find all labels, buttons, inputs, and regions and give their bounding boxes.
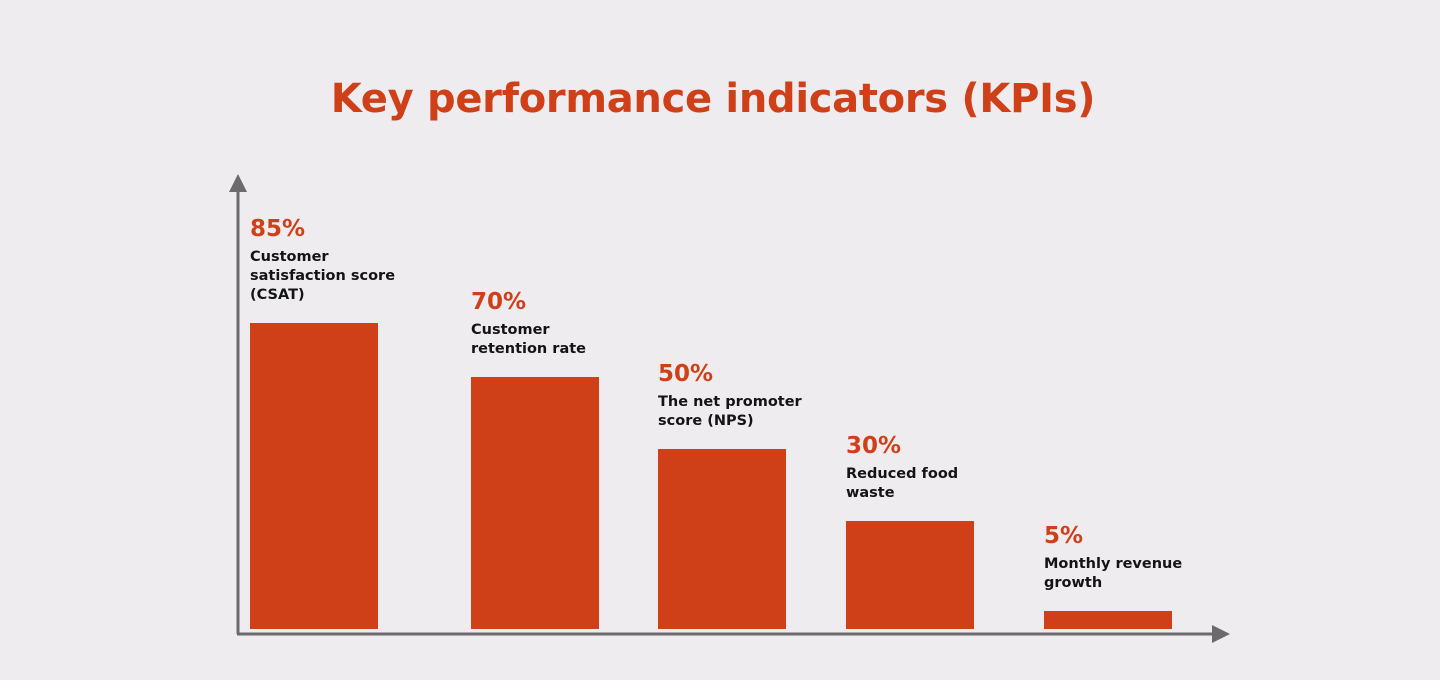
bar-2 [471,377,599,629]
category-label-1: Customer satisfaction score (CSAT) [250,249,395,303]
bar-1 [250,323,378,629]
category-label-line: satisfaction score [250,268,395,284]
category-label-line: waste [846,485,895,501]
bars-group: 85% Customer satisfaction score (CSAT) 70% Cu… [250,216,1182,629]
x-axis-arrow [1212,625,1230,643]
category-label-2: Customer retention rate [471,322,586,357]
category-label-line: Reduced food [846,466,958,482]
category-label-line: Monthly revenue [1044,556,1182,572]
value-label-2: 70% [471,289,526,315]
category-label-line: (CSAT) [250,287,305,303]
category-label-line: Customer [471,322,550,338]
bar-5 [1044,611,1172,629]
category-label-line: Customer [250,249,329,265]
value-label-1: 85% [250,216,305,242]
y-axis [229,174,247,634]
value-label-4: 30% [846,433,901,459]
bar-4 [846,521,974,629]
bar-3 [658,449,786,629]
category-label-5: Monthly revenue growth [1044,556,1182,591]
value-label-3: 50% [658,361,713,387]
category-label-line: score (NPS) [658,413,754,429]
category-label-line: The net promoter [658,394,803,410]
category-label-line: retention rate [471,341,586,357]
category-label-line: growth [1044,575,1102,591]
chart-title: Key performance indicators (KPIs) [330,76,1096,122]
x-axis [237,625,1230,643]
y-axis-arrow [229,174,247,192]
value-label-5: 5% [1044,523,1083,549]
category-label-4: Reduced food waste [846,466,958,501]
category-label-3: The net promoter score (NPS) [658,394,803,429]
